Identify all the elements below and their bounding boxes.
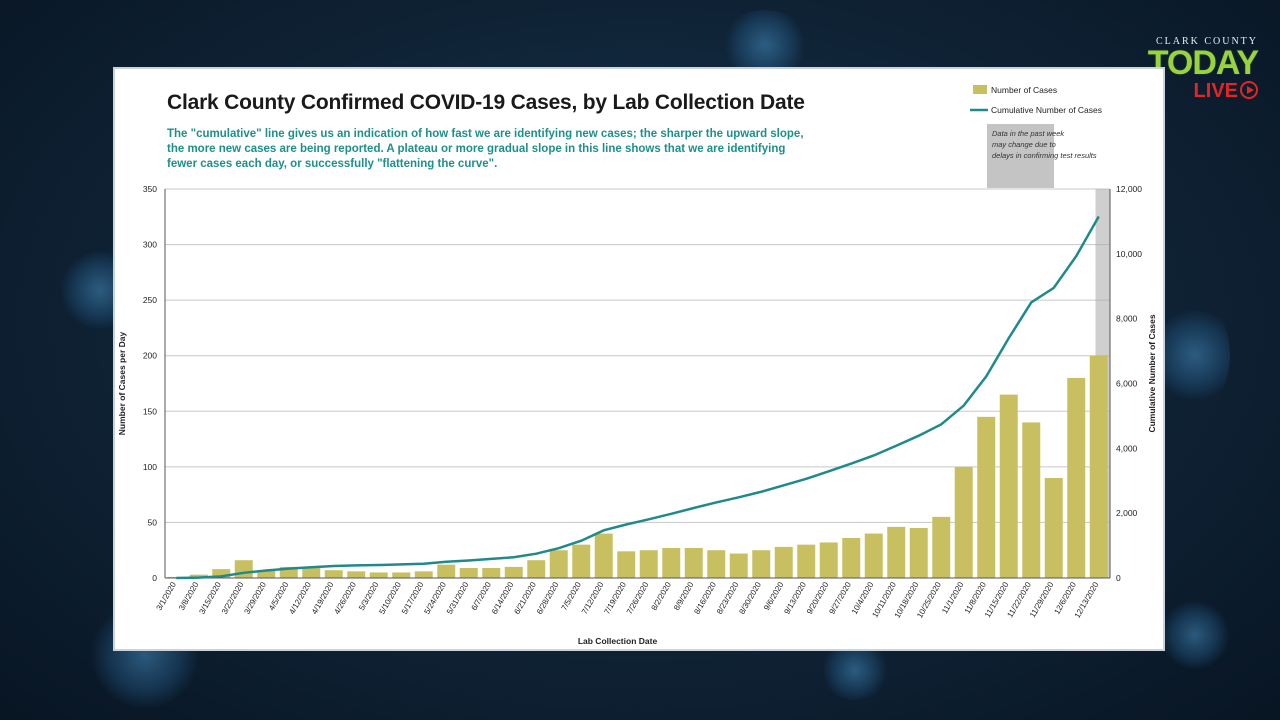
x-tick-label: 8/9/2020 [672,580,696,612]
y-tick-label: 50 [148,517,158,527]
y2-tick-label: 12,000 [1116,184,1142,194]
x-tick-label: 11/8/2020 [963,580,989,615]
y2-tick-label: 2,000 [1116,508,1138,518]
bar [819,542,838,578]
y2-tick-label: 6,000 [1116,379,1138,389]
y-tick-label: 300 [143,240,157,250]
bar [324,570,343,578]
bar [977,416,996,578]
virus-icon [1160,600,1230,670]
x-tick-label: 5/3/2020 [357,580,381,612]
bar [774,546,793,578]
legend-label-line: Cumulative Number of Cases [991,105,1102,115]
x-tick-label: 4/5/2020 [267,580,291,612]
bar [392,572,411,578]
x-tick-label: 8/30/2020 [737,580,763,616]
bar [932,516,951,578]
brand-live-text: LIVE [1193,80,1238,102]
bar [527,560,546,578]
bar [572,544,591,578]
y2-tick-label: 8,000 [1116,314,1138,324]
x-tick-label: 6/28/2020 [535,580,561,616]
annotation-text: may change due to [992,140,1056,149]
y2-tick-label: 0 [1116,573,1121,583]
x-tick-label: 3/1/2020 [155,580,179,612]
bar [257,570,276,578]
bar [347,571,366,578]
x-tick-label: 3/29/2020 [242,580,268,616]
chart-subtitle: The "cumulative" line gives us an indica… [167,128,804,170]
x-tick-label: 3/8/2020 [177,580,201,612]
bar [482,567,501,578]
bar [684,547,703,578]
y-tick-label: 350 [143,184,157,194]
bar [1044,477,1063,578]
brand-logo: CLARK COUNTY TODAY LIVE [1128,36,1259,106]
x-tick-label: 7/5/2020 [560,580,584,612]
bar [1022,422,1041,578]
bar [189,574,208,578]
y-tick-label: 100 [143,462,157,472]
bar [302,567,321,578]
x-axis-label: Lab Collection Date [578,636,658,646]
x-tick-label: 6/7/2020 [470,580,494,612]
y2-tick-label: 10,000 [1116,249,1142,259]
bar [1067,377,1086,578]
annotation-text: Data in the past week [992,129,1065,138]
bar [279,566,298,578]
bar [414,571,433,578]
chart-panel: Clark County Confirmed COVID-19 Cases, b… [113,67,1165,651]
legend-label-bars: Number of Cases [991,85,1057,95]
annotation-box [987,124,1054,188]
bar [549,550,568,578]
y-axis-label: Number of Cases per Day [117,332,127,436]
bar [707,550,726,578]
brand-top-text: CLARK COUNTY [1155,36,1258,47]
bar [909,527,928,578]
y2-tick-label: 4,000 [1116,443,1138,453]
bar [369,572,388,578]
bar [999,394,1018,578]
cumulative-line [176,215,1100,580]
y2-axis-label: Cumulative Number of Cases [1147,314,1157,432]
play-icon [1240,81,1258,99]
annotation-text: delays in confirming test results [992,151,1097,160]
legend-swatch-bars [973,85,987,94]
x-tick-label: 9/6/2020 [762,580,786,612]
chart-title: Clark County Confirmed COVID-19 Cases, b… [167,91,805,114]
x-tick-label: 4/26/2020 [332,580,358,616]
y-tick-label: 250 [143,295,157,305]
bar [639,550,658,578]
x-tick-label: 5/31/2020 [445,580,471,616]
bar [212,569,231,578]
bar [887,526,906,578]
brand-main-text: TODAY [1147,44,1259,82]
y-tick-label: 150 [143,406,157,416]
chart-svg: 0 50 100 150 200 250 300 350 0 2,000 4,000 6,000 8,0… [117,85,1157,646]
bar [797,544,816,578]
x-tick-label: 7/26/2020 [625,580,651,616]
bar [752,550,771,578]
bar [954,466,973,578]
bar [617,551,636,578]
bar [662,547,681,578]
bar [1089,355,1108,578]
virus-icon [1160,300,1230,410]
y-tick-label: 200 [143,351,157,361]
bar [842,537,861,578]
x-tick-label: 8/2/2020 [650,580,674,612]
y-tick-label: 0 [152,573,157,583]
bar [234,560,253,578]
bar [459,567,478,578]
bar [437,564,456,578]
bar [594,533,613,578]
bar [864,533,883,578]
bar [504,566,523,578]
x-tick-label: 11/1/2020 [940,580,966,615]
bar [729,553,748,578]
